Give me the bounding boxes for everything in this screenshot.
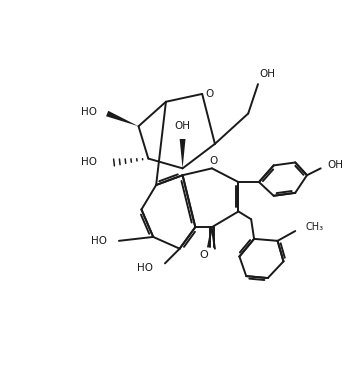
Text: CH₃: CH₃ bbox=[305, 222, 323, 232]
Text: HO: HO bbox=[82, 157, 98, 167]
Text: OH: OH bbox=[328, 160, 344, 170]
Text: OH: OH bbox=[175, 121, 191, 131]
Polygon shape bbox=[180, 139, 186, 168]
Text: OH: OH bbox=[260, 69, 276, 79]
Text: HO: HO bbox=[91, 236, 107, 246]
Text: O: O bbox=[210, 155, 218, 165]
Text: O: O bbox=[205, 89, 213, 99]
Polygon shape bbox=[106, 111, 138, 126]
Text: HO: HO bbox=[137, 263, 153, 273]
Text: O: O bbox=[200, 250, 209, 260]
Text: HO: HO bbox=[82, 106, 98, 116]
